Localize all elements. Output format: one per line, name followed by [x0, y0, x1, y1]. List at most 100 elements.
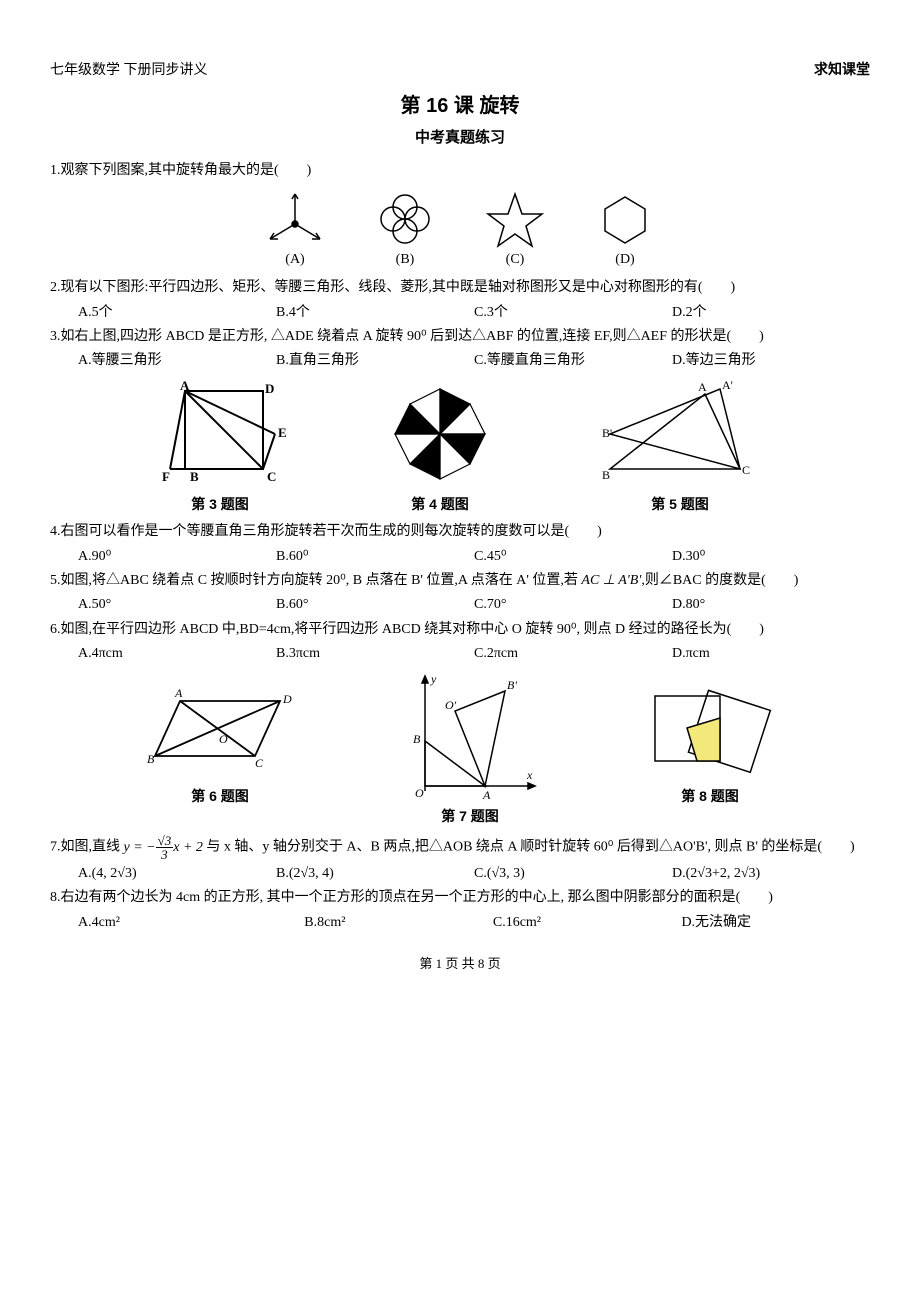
- q6-options: A.4πcm B.3πcm C.2πcm D.πcm: [78, 643, 870, 665]
- q2-opt-c: C.3个: [474, 302, 672, 324]
- svg-text:F: F: [162, 469, 170, 484]
- lesson-title: 第 16 课 旋转: [50, 90, 870, 122]
- q6-opt-c: C.2πcm: [474, 643, 672, 665]
- q7-eq: y = −√33x + 2: [124, 840, 207, 855]
- q5-text-a: 5.如图,将△ABC 绕着点 C 按顺时针方向旋转 20⁰, B 点落在 B' …: [50, 573, 581, 588]
- question-8: 8.右边有两个边长为 4cm 的正方形, 其中一个正方形的顶点在另一个正方形的中…: [50, 887, 870, 909]
- svg-text:A: A: [180, 379, 190, 393]
- q1-fig-c: (C): [480, 189, 550, 271]
- q7-opt-c: C.(√3, 3): [474, 863, 672, 885]
- q6-opt-a: A.4πcm: [78, 643, 276, 665]
- q5-opt-c: C.70°: [474, 594, 672, 616]
- svg-text:B: B: [602, 468, 610, 482]
- caption-q8: 第 8 题图: [635, 785, 785, 807]
- fig-q7: O A B O' B' x y 第 7 题图: [395, 671, 545, 827]
- svg-text:A: A: [174, 686, 183, 700]
- q1-label-a: (A): [260, 249, 330, 271]
- lesson-subtitle: 中考真题练习: [50, 126, 870, 150]
- q1-fig-d: (D): [590, 189, 660, 271]
- q4-opt-b: B.60⁰: [276, 546, 474, 568]
- svg-text:B: B: [413, 732, 421, 746]
- svg-text:C: C: [742, 463, 750, 477]
- question-1: 1.观察下列图案,其中旋转角最大的是( ): [50, 160, 870, 182]
- caption-q3: 第 3 题图: [150, 493, 290, 515]
- q7-text-b: 与 x 轴、y 轴分别交于 A、B 两点,把△AOB 绕点 A 顺时针旋转 60…: [206, 840, 854, 855]
- fig-q4: 第 4 题图: [380, 379, 500, 515]
- q7-options: A.(4, 2√3) B.(2√3, 4) C.(√3, 3) D.(2√3+2…: [78, 863, 870, 885]
- question-5: 5.如图,将△ABC 绕着点 C 按顺时针方向旋转 20⁰, B 点落在 B' …: [50, 570, 870, 592]
- q1-figures: (A) (B) (C) (D): [50, 189, 870, 271]
- question-6: 6.如图,在平行四边形 ABCD 中,BD=4cm,将平行四边形 ABCD 绕其…: [50, 619, 870, 641]
- q3-options: A.等腰三角形 B.直角三角形 C.等腰直角三角形 D.等边三角形: [78, 350, 870, 372]
- q5-perp: AC ⊥ A'B': [581, 573, 641, 588]
- question-3: 3.如右上图,四边形 ABCD 是正方形, △ADE 绕着点 A 旋转 90⁰ …: [50, 326, 870, 348]
- svg-text:x: x: [526, 768, 533, 782]
- svg-text:O': O': [445, 698, 457, 712]
- svg-text:B': B': [507, 678, 517, 692]
- svg-text:A': A': [722, 379, 733, 392]
- q4-options: A.90⁰ B.60⁰ C.45⁰ D.30⁰: [78, 546, 870, 568]
- header-right: 求知课堂: [814, 60, 870, 82]
- q5-opt-a: A.50°: [78, 594, 276, 616]
- q5-text-b: ,则∠BAC 的度数是( ): [641, 573, 798, 588]
- q4-opt-a: A.90⁰: [78, 546, 276, 568]
- fig-q8: 第 8 题图: [635, 671, 785, 827]
- q8-opt-c: C.16cm²: [493, 912, 682, 934]
- header-left: 七年级数学 下册同步讲义: [50, 60, 208, 82]
- q5-opt-d: D.80°: [672, 594, 870, 616]
- svg-text:O: O: [415, 786, 424, 800]
- q7-text-a: 7.如图,直线: [50, 840, 124, 855]
- q5-options: A.50° B.60° C.70° D.80°: [78, 594, 870, 616]
- row-figs-678: A D B C O 第 6 题图 O A B O' B' x y 第 7 题图: [50, 671, 870, 827]
- caption-q4: 第 4 题图: [380, 493, 500, 515]
- caption-q6: 第 6 题图: [135, 785, 305, 807]
- q4-opt-d: D.30⁰: [672, 546, 870, 568]
- fig-q5: B' B C A A' 第 5 题图: [590, 379, 770, 515]
- row-figs-345: A D E C B F 第 3 题图 第 4 题图: [50, 379, 870, 515]
- q2-opt-b: B.4个: [276, 302, 474, 324]
- q4-opt-c: C.45⁰: [474, 546, 672, 568]
- svg-text:A: A: [698, 380, 707, 394]
- q1-label-c: (C): [480, 249, 550, 271]
- svg-text:C: C: [267, 469, 276, 484]
- q1-label-b: (B): [370, 249, 440, 271]
- fig-q3: A D E C B F 第 3 题图: [150, 379, 290, 515]
- question-2: 2.现有以下图形:平行四边形、矩形、等腰三角形、线段、菱形,其中既是轴对称图形又…: [50, 277, 870, 299]
- q2-options: A.5个 B.4个 C.3个 D.2个: [78, 302, 870, 324]
- svg-text:B: B: [147, 752, 155, 766]
- q6-opt-b: B.3πcm: [276, 643, 474, 665]
- q7-opt-b: B.(2√3, 4): [276, 863, 474, 885]
- svg-text:A: A: [482, 788, 491, 801]
- svg-text:D: D: [282, 692, 292, 706]
- caption-q5: 第 5 题图: [590, 493, 770, 515]
- caption-q7: 第 7 题图: [395, 805, 545, 827]
- q3-opt-c: C.等腰直角三角形: [474, 350, 672, 372]
- question-4: 4.右图可以看作是一个等腰直角三角形旋转若干次而生成的则每次旋转的度数可以是( …: [50, 521, 870, 543]
- q8-opt-b: B.8cm²: [304, 912, 493, 934]
- q8-opt-a: A.4cm²: [78, 912, 304, 934]
- q6-opt-d: D.πcm: [672, 643, 870, 665]
- svg-text:B: B: [190, 469, 199, 484]
- q3-opt-a: A.等腰三角形: [78, 350, 276, 372]
- q2-opt-d: D.2个: [672, 302, 870, 324]
- svg-text:C: C: [255, 756, 264, 770]
- q5-opt-b: B.60°: [276, 594, 474, 616]
- svg-text:O: O: [219, 732, 228, 746]
- q1-fig-b: (B): [370, 189, 440, 271]
- q1-fig-a: (A): [260, 189, 330, 271]
- svg-text:E: E: [278, 425, 287, 440]
- q2-opt-a: A.5个: [78, 302, 276, 324]
- q1-label-d: (D): [590, 249, 660, 271]
- page-header: 七年级数学 下册同步讲义 求知课堂: [50, 60, 870, 82]
- q7-opt-d: D.(2√3+2, 2√3): [672, 863, 870, 885]
- q3-opt-b: B.直角三角形: [276, 350, 474, 372]
- svg-text:D: D: [265, 381, 274, 396]
- q7-opt-a: A.(4, 2√3): [78, 863, 276, 885]
- question-7: 7.如图,直线 y = −√33x + 2 与 x 轴、y 轴分别交于 A、B …: [50, 834, 870, 861]
- q3-opt-d: D.等边三角形: [672, 350, 870, 372]
- page-footer: 第 1 页 共 8 页: [50, 954, 870, 975]
- q8-options: A.4cm² B.8cm² C.16cm² D.无法确定: [78, 912, 870, 934]
- svg-text:y: y: [430, 672, 437, 686]
- q8-opt-d: D.无法确定: [681, 912, 870, 934]
- fig-q6: A D B C O 第 6 题图: [135, 671, 305, 827]
